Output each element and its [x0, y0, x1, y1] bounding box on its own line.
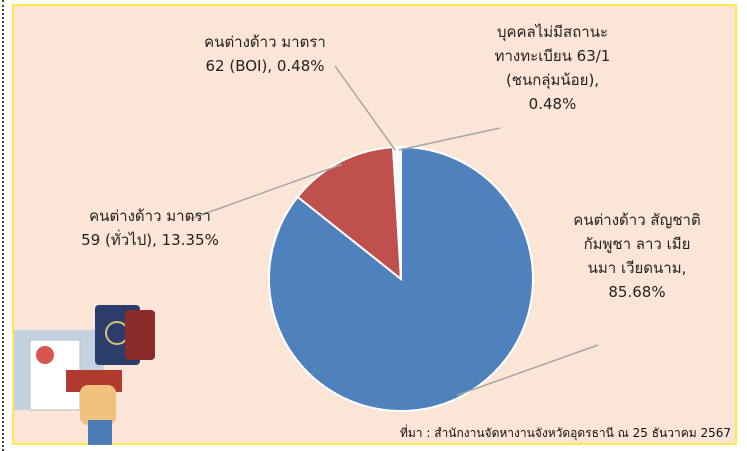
category-label: คนต่างด้าว มาตรา 62 (BOI), [204, 33, 326, 75]
pie-slice [395, 145, 402, 280]
category-label: คนต่างด้าว มาตรา 59 (ทั่วไป), [81, 207, 211, 249]
slice-label: คนต่างด้าว สัญชาติกัมพูชา ลาว เมียนมา เว… [572, 208, 702, 304]
category-label: คนต่างด้าว สัญชาติกัมพูชา ลาว เมียนมา เว… [573, 211, 701, 277]
source-note: ที่มา : สำนักงานจัดหางานจังหวัดอุดรธานี … [399, 426, 731, 440]
leader-line [189, 163, 342, 220]
value-label: 85.68% [608, 283, 666, 301]
category-label: บุคคลไม่มีสถานะ ทางทะเบียน 63/1 (ชนกลุ่ม… [494, 23, 611, 89]
leader-line [456, 344, 599, 396]
slice-label: บุคคลไม่มีสถานะ ทางทะเบียน 63/1 (ชนกลุ่ม… [485, 20, 620, 116]
dotted-edge [2, 0, 4, 451]
slice-label: คนต่างด้าว มาตรา 62 (BOI), 0.48% [195, 30, 335, 78]
pie-slice [296, 146, 403, 282]
leader-line [398, 127, 501, 151]
leader-line [334, 65, 396, 151]
value-label: 0.48% [528, 95, 577, 113]
value-label: 0.48% [276, 57, 325, 75]
value-label: 13.35% [161, 231, 219, 249]
slice-label: คนต่างด้าว มาตรา 59 (ทั่วไป), 13.35% [80, 204, 220, 252]
decoration [14, 305, 155, 445]
